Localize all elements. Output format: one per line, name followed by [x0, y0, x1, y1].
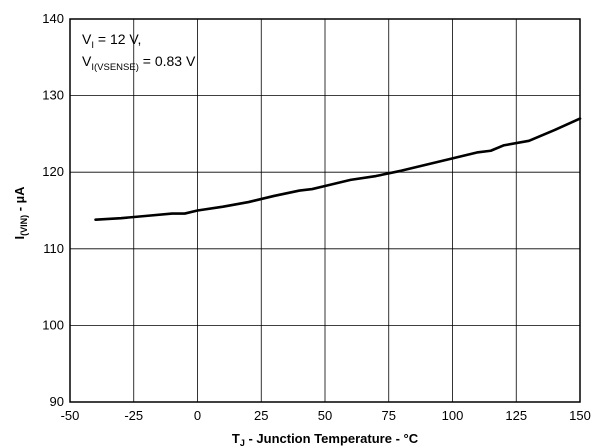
x-tick-label: 100 [442, 408, 464, 423]
y-tick-label: 110 [43, 241, 64, 256]
annotation-subscript: I [91, 40, 94, 51]
annotation-text: = 12 V, [94, 31, 141, 47]
x-axis-subscript: J [240, 438, 245, 447]
y-axis-symbol: I [12, 236, 27, 240]
annotation-sense-voltage: VI(VSENSE) = 0.83 V [82, 53, 196, 73]
x-tick-label: 50 [318, 408, 332, 423]
plot-frame [69, 18, 581, 403]
y-tick-label: 140 [42, 11, 64, 26]
annotation-block: VI = 12 V, VI(VSENSE) = 0.83 V [82, 31, 196, 73]
y-tick-label: 120 [42, 164, 64, 179]
y-axis-title-text: - µA [12, 186, 27, 215]
x-tick-label: 150 [569, 408, 591, 423]
annotation-subscript: I(VSENSE) [91, 62, 139, 73]
series-group [94, 117, 582, 221]
x-axis-title: TJ - Junction Temperature - °C [232, 431, 419, 447]
y-tick-label: 90 [50, 394, 64, 409]
y-tick-labels: 90 100 110 120 130 140 [42, 11, 64, 409]
x-tick-label: 125 [505, 408, 527, 423]
x-tick-label: 0 [194, 408, 201, 423]
x-tick-labels: -50 -25 0 25 50 75 100 125 150 [61, 408, 591, 423]
annotation-symbol: V [82, 53, 92, 69]
x-axis-symbol: T [232, 431, 240, 446]
y-axis-subscript: (VIN) [19, 215, 29, 236]
annotation-symbol: V [82, 31, 92, 47]
x-tick-label: 25 [254, 408, 268, 423]
x-tick-label: -25 [124, 408, 143, 423]
annotation-supply-voltage: VI = 12 V, [82, 31, 141, 51]
y-axis-title: I(VIN) - µA [12, 186, 29, 240]
y-tick-label: 100 [42, 317, 64, 332]
x-tick-label: -50 [61, 408, 80, 423]
series-line [94, 117, 582, 221]
annotation-text: = 0.83 V [139, 53, 196, 69]
y-tick-label: 130 [42, 88, 64, 103]
x-axis-title-text: - Junction Temperature - °C [245, 431, 419, 446]
x-tick-label: 75 [382, 408, 396, 423]
